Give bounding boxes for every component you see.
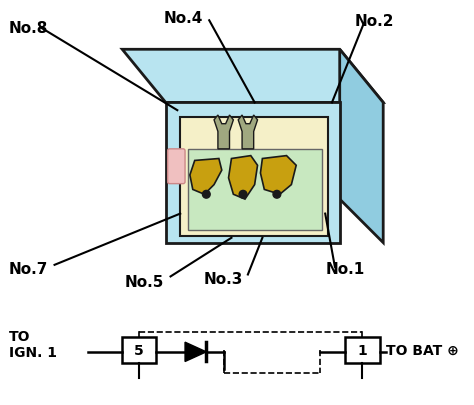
- Polygon shape: [345, 337, 380, 364]
- Polygon shape: [188, 149, 322, 230]
- Text: No.5: No.5: [125, 274, 164, 289]
- Circle shape: [239, 191, 247, 198]
- Circle shape: [202, 191, 210, 198]
- Text: No.7: No.7: [9, 262, 48, 277]
- Polygon shape: [180, 117, 328, 236]
- Text: TO BAT ⊕: TO BAT ⊕: [386, 343, 459, 357]
- Text: No.2: No.2: [354, 14, 394, 29]
- Circle shape: [273, 191, 281, 198]
- Polygon shape: [214, 116, 233, 149]
- Text: No.4: No.4: [164, 11, 203, 26]
- Text: No.3: No.3: [204, 271, 243, 286]
- Text: 1: 1: [357, 343, 367, 358]
- Polygon shape: [122, 337, 156, 364]
- Polygon shape: [190, 159, 222, 195]
- Polygon shape: [238, 116, 257, 149]
- Text: No.8: No.8: [9, 21, 48, 36]
- Text: TO
IGN. 1: TO IGN. 1: [9, 329, 57, 359]
- Polygon shape: [185, 342, 206, 362]
- Text: 5: 5: [134, 343, 144, 358]
- Polygon shape: [122, 50, 383, 103]
- Polygon shape: [166, 103, 340, 243]
- Polygon shape: [260, 156, 296, 195]
- Polygon shape: [228, 156, 257, 200]
- FancyBboxPatch shape: [168, 149, 185, 184]
- Text: No.1: No.1: [325, 262, 365, 277]
- Polygon shape: [340, 50, 383, 243]
